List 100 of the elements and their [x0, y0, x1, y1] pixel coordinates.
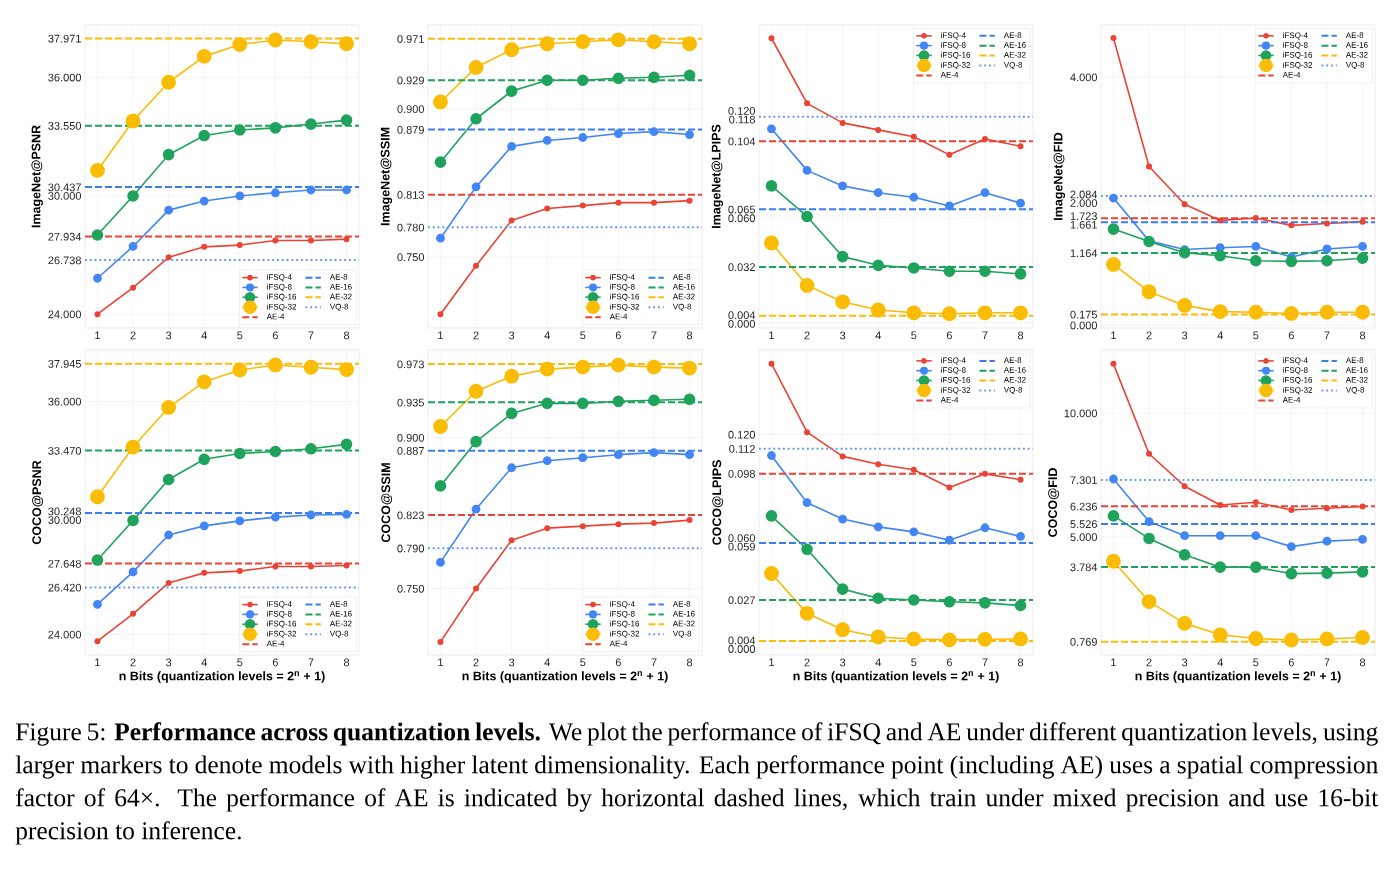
x-tick-label: 7	[982, 658, 988, 667]
legend-label: AE-4	[266, 313, 285, 320]
legend-label: iFSQ-16	[610, 293, 640, 301]
legend-label: iFSQ-8	[1283, 367, 1308, 375]
y-tick-label: 0.790	[397, 544, 425, 553]
y-tick-label: 0.112	[729, 445, 755, 453]
x-tick-label: 6	[615, 658, 621, 667]
legend-label: iFSQ-4	[610, 273, 635, 282]
y-tick-label: 24.000	[48, 310, 82, 319]
y-tick-label: 0.120	[728, 107, 756, 115]
x-tick-label: 5	[580, 658, 586, 667]
x-tick-label: 7	[982, 331, 988, 340]
legend-label: iFSQ-16	[1283, 51, 1313, 60]
y-axis-title: ImageNet@PSNR	[31, 125, 43, 228]
y-tick-label: 10.000	[1064, 409, 1098, 418]
x-tick-label: 2	[473, 658, 479, 667]
y-tick-label: 1.723	[1070, 212, 1097, 221]
y-tick-label: 0.750	[397, 253, 425, 262]
x-tick-label: 1	[769, 331, 774, 340]
x-tick-label: 3	[839, 658, 846, 667]
legend-label: AE-16	[329, 610, 352, 617]
x-tick-label: 8	[343, 331, 350, 340]
y-tick-label: 36.000	[48, 73, 82, 82]
legend-label: iFSQ-8	[267, 610, 292, 619]
legend-label: AE-8	[1345, 32, 1364, 38]
x-tick-label: 2	[473, 331, 479, 340]
legend-label: AE-4	[940, 397, 959, 403]
x-tick-label: 7	[308, 658, 314, 667]
y-tick-label: 0.060	[728, 214, 756, 223]
legend-label: iFSQ-16	[941, 376, 971, 385]
legend-label: VQ-8	[1003, 62, 1023, 70]
legend-label: AE-32	[1345, 51, 1368, 58]
x-tick-label: 3	[508, 658, 515, 667]
y-tick-label: 30.000	[48, 516, 82, 524]
y-tick-label: 0.000	[1070, 321, 1098, 330]
y-tick-label: 4.000	[1070, 73, 1098, 82]
x-tick-label: 6	[1288, 331, 1294, 340]
x-tick-label: 2	[804, 331, 810, 340]
y-tick-label: 1.661	[1070, 220, 1097, 229]
legend-label: iFSQ-8	[267, 283, 292, 292]
x-tick-label: 4	[875, 658, 881, 667]
legend-label: iFSQ-32	[1283, 61, 1313, 70]
legend-label: AE-4	[266, 640, 285, 647]
x-tick-label: 4	[201, 331, 207, 340]
legend-label: iFSQ-8	[610, 283, 635, 292]
x-tick-label: 1	[95, 331, 100, 340]
legend-label: AE-32	[1003, 376, 1026, 383]
x-tick-label: 6	[272, 658, 278, 667]
x-tick-label: 8	[686, 331, 693, 340]
legend-label: iFSQ-32	[941, 61, 971, 70]
y-tick-label: 0.098	[728, 469, 755, 478]
y-tick-label: 0.118	[729, 115, 755, 124]
x-tick-label: 4	[875, 331, 881, 340]
x-tick-label: 3	[165, 658, 172, 667]
legend-label: iFSQ-4	[267, 273, 292, 282]
x-tick-label: 1	[95, 658, 100, 667]
y-tick-label: 2.084	[1070, 190, 1098, 199]
legend-label: AE-32	[1345, 376, 1368, 383]
x-tick-label: 7	[1324, 658, 1330, 667]
y-tick-label: 27.648	[48, 559, 81, 568]
y-tick-label: 0.004	[728, 311, 756, 320]
legend-label: AE-16	[672, 283, 695, 290]
x-tick-label: 4	[1217, 331, 1223, 340]
legend-label: AE-16	[329, 283, 352, 290]
y-tick-label: 30.437	[48, 183, 81, 192]
legend-label: iFSQ-4	[941, 32, 966, 40]
x-tick-label: 2	[130, 658, 136, 667]
y-tick-label: 0.175	[1070, 310, 1097, 319]
y-axis-title: ImageNet@LPIPS	[711, 124, 724, 228]
legend-label: iFSQ-16	[1283, 376, 1313, 385]
legend-label: iFSQ-16	[610, 620, 640, 628]
legend-label: AE-8	[329, 601, 348, 607]
x-tick-label: 8	[1359, 658, 1366, 667]
x-tick-label: 7	[308, 331, 314, 340]
y-tick-label: 0.769	[1070, 638, 1097, 646]
x-tick-label: 7	[651, 658, 657, 667]
legend-label: AE-8	[1003, 32, 1022, 38]
legend-label: iFSQ-32	[267, 630, 297, 638]
caption: Figure 5: Performance across quantization levels. We plot the performance of iFSQ and AE under different quantization levels, using larger markers to denote models with higher latent dimensionality. Each performance point (including AE) uses a spatial compression factor of 64×. The performance of AE is indicated by horizontal dashed lines, which train under mixed precision and use 16-bit precision to inference.	[15, 722, 1379, 845]
x-tick-label: 3	[165, 331, 172, 340]
y-tick-label: 0.900	[397, 105, 425, 113]
legend-label: VQ-8	[1345, 387, 1365, 395]
y-tick-label: 3.784	[1070, 563, 1098, 572]
legend-label: iFSQ-8	[1283, 42, 1308, 50]
y-tick-label: 30.000	[48, 192, 82, 200]
y-tick-label: 0.000	[728, 645, 756, 653]
x-tick-label: 8	[1359, 331, 1366, 340]
y-tick-label: 0.971	[397, 35, 424, 43]
x-tick-label: 4	[544, 658, 550, 667]
legend-label: AE-16	[672, 610, 695, 617]
x-tick-label: 5	[1253, 331, 1259, 340]
y-tick-label: 0.004	[728, 636, 756, 645]
y-tick-label: 0.929	[397, 76, 424, 85]
x-tick-label: 1	[1111, 331, 1116, 340]
legend-label: iFSQ-32	[610, 303, 640, 311]
x-tick-label: 6	[946, 658, 952, 667]
x-axis-title: n Bits (quantization levels = 2$^{n}$ + 1)	[793, 671, 999, 683]
legend-label: AE-32	[329, 293, 352, 300]
y-tick-label: 0.065	[728, 205, 755, 214]
legend-label: iFSQ-8	[610, 610, 635, 619]
